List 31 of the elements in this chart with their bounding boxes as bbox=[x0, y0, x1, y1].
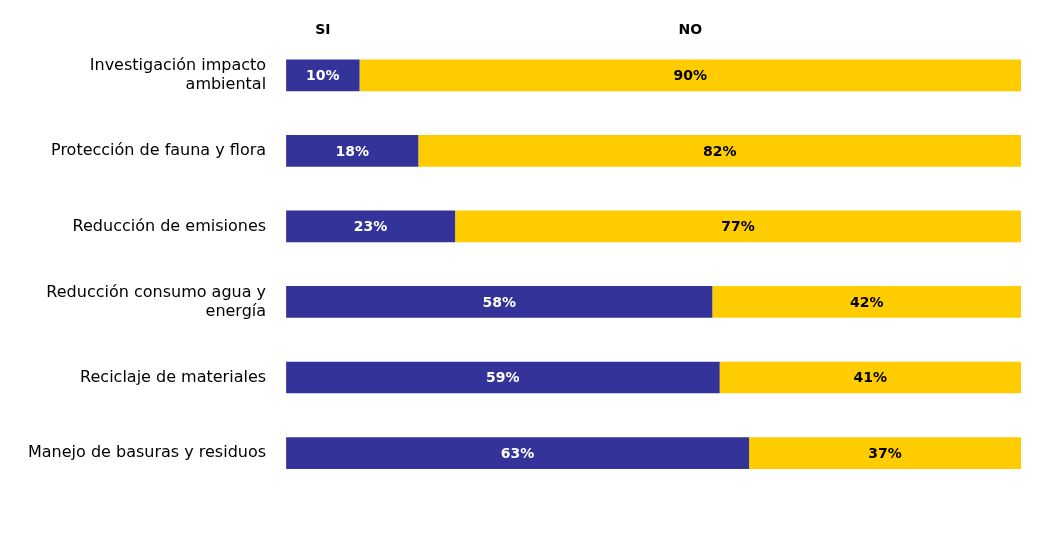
data-label: 77% bbox=[721, 218, 755, 235]
data-label: 18% bbox=[335, 142, 369, 159]
data-label: 41% bbox=[853, 369, 888, 386]
bar bbox=[359, 59, 1021, 92]
series-label: SI bbox=[315, 20, 331, 37]
data-label: 23% bbox=[353, 218, 388, 235]
data-label: 37% bbox=[868, 444, 902, 461]
y-tick-label: Protección de fauna y flora bbox=[51, 140, 267, 160]
bar bbox=[712, 286, 1021, 318]
data-label: 42% bbox=[849, 293, 884, 310]
bar bbox=[719, 361, 1021, 394]
bar bbox=[418, 135, 1021, 167]
data-label: 90% bbox=[673, 67, 708, 84]
bar bbox=[286, 286, 713, 318]
data-label: 82% bbox=[702, 142, 737, 159]
bar bbox=[286, 135, 419, 167]
data-label: 63% bbox=[500, 444, 535, 461]
bar bbox=[286, 361, 720, 394]
bar bbox=[455, 210, 1021, 243]
bar bbox=[286, 437, 750, 469]
series-label: NO bbox=[678, 20, 703, 37]
y-tick-label: Investigación impacto ambiental bbox=[89, 54, 267, 94]
y-tick-label: Reducción consumo agua y energía bbox=[46, 281, 267, 320]
y-tick-label: Manejo de basuras y residuos bbox=[27, 442, 267, 462]
bar bbox=[286, 210, 456, 243]
data-label: 58% bbox=[482, 293, 516, 310]
y-tick-label: Reducción de emisiones bbox=[72, 215, 267, 235]
data-label: 59% bbox=[486, 369, 520, 386]
y-tick-label: Reciclaje de materiales bbox=[80, 366, 267, 386]
data-label: 10% bbox=[306, 67, 340, 84]
bar bbox=[749, 437, 1021, 469]
